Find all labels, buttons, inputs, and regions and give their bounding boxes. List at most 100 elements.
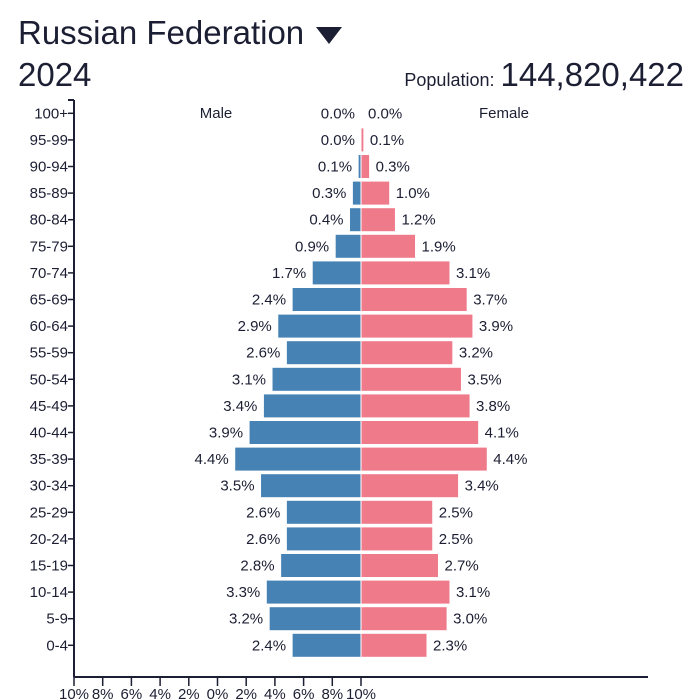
y-tick-label: 25-29 <box>30 504 68 521</box>
female-value-label: 1.2% <box>401 212 435 229</box>
male-value-label: 3.9% <box>209 425 243 442</box>
y-tick-label: 5-9 <box>46 611 68 628</box>
y-tick-label: 30-34 <box>30 478 68 495</box>
population-value: 144,820,422 <box>500 56 684 93</box>
y-tick-label: 40-44 <box>30 425 68 442</box>
female-value-label: 3.8% <box>476 398 510 415</box>
y-tick-label: 20-24 <box>30 531 68 548</box>
male-value-label: 0.4% <box>309 212 343 229</box>
female-value-label: 3.5% <box>467 371 501 388</box>
x-tick-label: 6% <box>121 686 143 700</box>
y-tick-label: 0-4 <box>46 637 68 654</box>
female-bar <box>360 420 480 445</box>
male-bar <box>260 473 362 499</box>
male-bar <box>277 313 362 339</box>
x-tick-label: 10% <box>59 686 89 700</box>
male-bar <box>262 393 362 419</box>
male-bar <box>271 366 362 392</box>
population-display: Population: 144,820,422 <box>404 56 684 94</box>
y-tick-label: 10-14 <box>30 584 68 601</box>
y-tick-label: 50-54 <box>30 371 68 388</box>
female-value-label: 1.9% <box>422 238 456 255</box>
male-value-label: 0.9% <box>295 238 329 255</box>
y-tick-label: 90-94 <box>30 159 68 176</box>
x-tick-label: 2% <box>178 686 200 700</box>
female-value-label: 1.0% <box>396 185 430 202</box>
y-tick-label: 65-69 <box>30 292 68 309</box>
female-bar <box>360 287 468 312</box>
male-bar <box>349 207 362 233</box>
male-bar <box>311 260 362 286</box>
male-value-label: 4.4% <box>195 451 229 468</box>
country-selector[interactable]: Russian Federation <box>18 14 343 52</box>
female-bar <box>360 393 471 419</box>
female-bar <box>360 579 451 605</box>
female-value-label: 2.3% <box>433 637 467 654</box>
male-bar <box>334 233 362 259</box>
legend-female: Female <box>479 105 529 122</box>
female-bar <box>360 632 428 658</box>
y-tick-label: 70-74 <box>30 265 68 282</box>
male-value-label: 3.4% <box>223 398 257 415</box>
female-value-label: 3.1% <box>456 584 490 601</box>
male-bar <box>234 446 362 472</box>
x-tick-label: 4% <box>264 686 286 700</box>
male-bar <box>265 579 362 605</box>
y-tick-label: 95-99 <box>30 132 68 149</box>
y-tick-label: 60-64 <box>30 318 68 335</box>
female-value-label: 0.3% <box>376 159 410 176</box>
male-value-label: 2.9% <box>238 318 272 335</box>
y-tick-label: 75-79 <box>30 238 68 255</box>
country-name: Russian Federation <box>18 14 305 51</box>
male-bar <box>248 420 362 445</box>
female-value-label: 0.0% <box>368 105 402 122</box>
x-tick-label: 4% <box>149 686 171 700</box>
male-bar <box>351 180 362 206</box>
male-bar <box>285 526 362 552</box>
male-value-label: 3.5% <box>220 478 254 495</box>
female-bar <box>360 260 451 286</box>
male-bar <box>291 287 362 312</box>
year-label: 2024 <box>18 56 92 93</box>
male-value-label: 3.1% <box>232 371 266 388</box>
y-tick-label: 85-89 <box>30 185 68 202</box>
female-bar <box>360 526 434 552</box>
female-bar <box>360 499 434 525</box>
male-bar <box>268 606 362 632</box>
female-value-label: 3.4% <box>465 478 499 495</box>
female-bar <box>360 127 365 153</box>
male-value-label: 0.0% <box>321 105 355 122</box>
male-value-label: 2.6% <box>246 531 280 548</box>
y-tick-label: 15-19 <box>30 558 68 575</box>
male-bar <box>291 632 362 658</box>
triangle-down-icon <box>316 26 343 44</box>
female-bar <box>360 207 396 233</box>
male-bar <box>285 499 362 525</box>
y-tick-label: 80-84 <box>30 212 68 229</box>
female-value-label: 3.2% <box>459 345 493 362</box>
female-bar <box>360 473 460 499</box>
female-value-label: 2.5% <box>439 531 473 548</box>
female-bar <box>360 154 371 179</box>
legend-male: Male <box>200 105 233 122</box>
male-value-label: 2.6% <box>246 345 280 362</box>
female-value-label: 3.9% <box>479 318 513 335</box>
x-tick-label: 8% <box>92 686 114 700</box>
x-tick-label: 6% <box>293 686 315 700</box>
male-value-label: 2.4% <box>252 292 286 309</box>
female-bar <box>360 100 363 126</box>
male-value-label: 2.8% <box>240 558 274 575</box>
x-tick-label: 8% <box>321 686 343 700</box>
female-value-label: 4.4% <box>493 451 527 468</box>
male-value-label: 0.0% <box>321 132 355 149</box>
female-value-label: 4.1% <box>485 425 519 442</box>
male-value-label: 2.4% <box>252 637 286 654</box>
female-bar <box>360 446 488 472</box>
male-value-label: 0.1% <box>318 159 352 176</box>
male-value-label: 2.6% <box>246 504 280 521</box>
population-label: Population: <box>404 70 495 90</box>
x-tick-label: 10% <box>346 686 376 700</box>
female-value-label: 3.1% <box>456 265 490 282</box>
